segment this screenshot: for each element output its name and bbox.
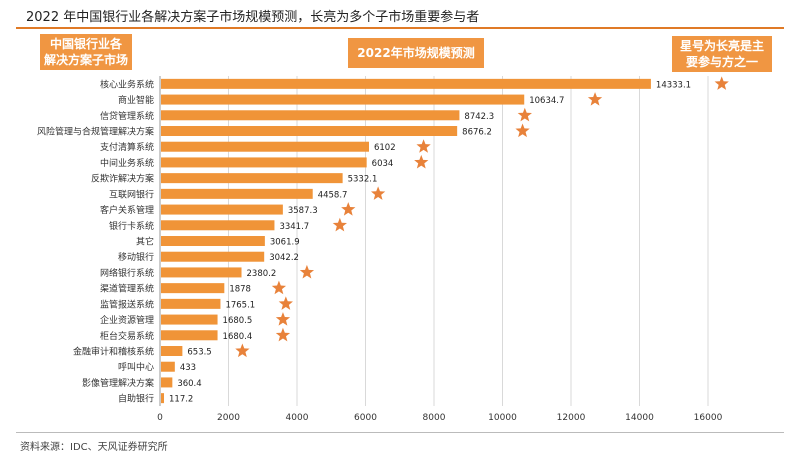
category-label: 移动银行 (118, 251, 154, 263)
category-label: 风险管理与合规管理解决方案 (37, 126, 154, 138)
bar (161, 393, 165, 404)
bar (161, 236, 265, 246)
category-label: 客户关系管理 (100, 204, 154, 216)
category-label: 渠道管理系统 (100, 283, 154, 295)
x-tick-label: 10000 (488, 413, 517, 423)
category-label: 自助银行 (118, 393, 154, 405)
category-label: 其它 (136, 236, 154, 248)
value-label: 6102 (374, 143, 396, 153)
bar (161, 141, 369, 152)
star-icon (517, 107, 532, 122)
category-label: 互联网银行 (109, 188, 154, 200)
star-icon (275, 312, 291, 326)
star-icon (414, 154, 429, 169)
value-label: 2380.2 (247, 269, 277, 279)
value-label: 117.2 (169, 395, 193, 405)
star-icon (370, 186, 386, 200)
bar (161, 94, 525, 105)
category-label: 影像管理解决方案 (82, 377, 154, 389)
bar (161, 267, 242, 278)
star-icon (299, 264, 315, 279)
value-label: 3587.3 (288, 206, 318, 216)
bar (161, 361, 175, 372)
left-annotation-box: 中国银行业各 解决方案子市场 (40, 34, 132, 70)
value-label: 14333.1 (656, 80, 691, 90)
value-label: 3061.9 (270, 238, 300, 248)
category-label: 反欺诈解决方案 (91, 173, 154, 185)
value-label: 433 (180, 363, 196, 373)
star-icon (515, 123, 530, 138)
value-label: 8742.3 (464, 112, 494, 122)
star-icon (341, 202, 356, 216)
x-tick-label: 14000 (625, 413, 654, 423)
category-label: 柜台交易系统 (100, 330, 154, 342)
star-icon (416, 139, 431, 153)
source-note: 资料来源：IDC、天风证券研究所 (20, 442, 168, 453)
value-label: 3042.2 (269, 253, 299, 263)
right-annotation-box: 星号为长亮是主 要参与方之一 (672, 36, 772, 72)
left-annotation-line1: 中国银行业各 (49, 37, 122, 51)
value-label: 1680.4 (223, 332, 253, 342)
category-label: 核心业务系统 (100, 78, 154, 90)
value-label: 3341.7 (279, 222, 309, 232)
star-icon (271, 280, 287, 295)
x-tick-label: 8000 (423, 413, 446, 423)
category-label: 支付清算系统 (100, 141, 154, 153)
bar (161, 188, 313, 199)
category-label: 商业智能 (118, 94, 154, 106)
bar (161, 377, 173, 388)
bar (161, 298, 221, 309)
value-label: 10634.7 (529, 96, 564, 106)
star-icon (275, 327, 291, 342)
x-tick-label: 4000 (286, 413, 309, 423)
star-icon (587, 92, 603, 106)
bar (161, 204, 283, 215)
bar (161, 314, 218, 325)
bar (161, 110, 460, 121)
value-label: 1878 (229, 285, 251, 295)
x-tick-label: 16000 (694, 413, 723, 423)
value-label: 5332.1 (348, 175, 378, 185)
star-icon (278, 296, 293, 310)
value-label: 1680.5 (223, 316, 253, 326)
right-annotation-line2: 要参与方之一 (685, 55, 758, 69)
x-tick-label: 6000 (354, 413, 377, 423)
star-icon (235, 343, 250, 358)
bar (161, 283, 225, 294)
bar (161, 126, 458, 136)
title-rule (16, 27, 784, 29)
category-label: 中间业务系统 (100, 157, 154, 169)
bar (161, 157, 367, 168)
value-label: 4458.7 (318, 190, 348, 200)
value-label: 360.4 (177, 379, 201, 389)
category-label: 网络银行系统 (100, 267, 154, 279)
mid-annotation-box: 2022年市场规模预测 (348, 38, 484, 68)
bar (161, 330, 218, 341)
bar (161, 346, 183, 356)
bar (161, 220, 275, 231)
category-label: 金融审计和稽核系统 (73, 346, 154, 358)
left-annotation-line2: 解决方案子市场 (43, 53, 128, 67)
category-label: 呼叫中心 (118, 361, 154, 373)
category-label: 信贷管理系统 (100, 110, 154, 122)
category-label: 监管报送系统 (100, 298, 154, 310)
bar (161, 78, 651, 89)
right-annotation-line1: 星号为长亮是主 (679, 39, 764, 53)
footer-rule (16, 432, 784, 433)
category-label: 银行卡系统 (109, 220, 154, 232)
value-label: 653.5 (187, 348, 211, 358)
x-tick-label: 0 (157, 413, 163, 423)
star-icon (714, 76, 729, 90)
x-tick-label: 2000 (217, 413, 240, 423)
chart-title: 2022 年中国银行业各解决方案子市场规模预测，长亮为多个子市场重要参与者 (26, 10, 480, 25)
value-label: 1765.1 (225, 300, 255, 310)
bar (161, 173, 343, 184)
category-label: 企业资源管理 (100, 314, 154, 326)
value-label: 8676.2 (462, 128, 492, 138)
x-tick-label: 12000 (557, 413, 586, 423)
bar (161, 251, 265, 262)
value-label: 6034 (372, 159, 394, 169)
star-icon (332, 217, 347, 232)
